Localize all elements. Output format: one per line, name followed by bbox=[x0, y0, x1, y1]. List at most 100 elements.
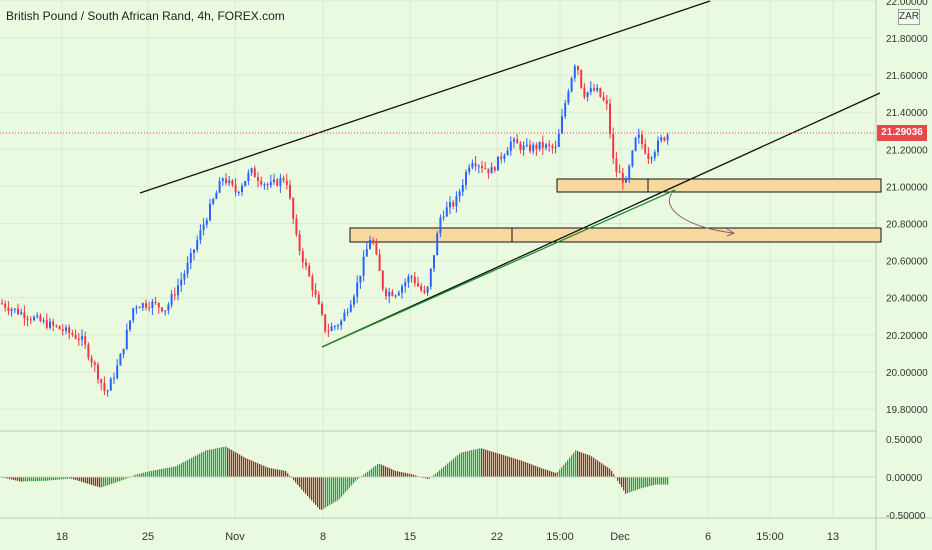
oscillator-bar bbox=[69, 477, 71, 479]
oscillator-bar bbox=[147, 471, 149, 477]
candle-body bbox=[209, 203, 211, 221]
oscillator-bar bbox=[343, 477, 345, 495]
oscillator-bar bbox=[543, 468, 545, 477]
oscillator-bar bbox=[531, 464, 533, 477]
oscillator-bar bbox=[551, 471, 553, 477]
oscillator-bar bbox=[635, 477, 637, 491]
oscillator-tick-label: -0.50000 bbox=[886, 511, 926, 522]
oscillator-bar bbox=[381, 464, 383, 477]
candle-body bbox=[458, 191, 461, 197]
oscillator-tick-label: 0.50000 bbox=[886, 435, 923, 446]
candle-body bbox=[330, 326, 333, 332]
oscillator-bar bbox=[637, 477, 639, 490]
candle-body bbox=[599, 87, 602, 97]
candle-body bbox=[301, 251, 304, 263]
candle-body bbox=[177, 285, 179, 296]
oscillator-bar bbox=[51, 477, 53, 481]
oscillator-bar bbox=[327, 477, 329, 507]
oscillator-bar bbox=[333, 477, 335, 503]
candle-body bbox=[394, 295, 397, 297]
candle-body bbox=[282, 178, 285, 181]
oscillator-bar bbox=[341, 477, 343, 497]
oscillator-bar bbox=[243, 456, 245, 477]
oscillator-bar bbox=[645, 477, 647, 488]
candle-body bbox=[602, 96, 605, 101]
support-trendline[interactable] bbox=[321, 189, 676, 348]
oscillator-bar bbox=[247, 458, 249, 477]
oscillator-bar bbox=[481, 448, 483, 477]
projection-arrow bbox=[669, 192, 734, 234]
oscillator-bar bbox=[103, 477, 105, 487]
oscillator-bar bbox=[445, 465, 447, 477]
candle-body bbox=[369, 239, 371, 250]
candle-body bbox=[260, 180, 263, 185]
candle-body bbox=[100, 379, 103, 384]
oscillator-bar bbox=[223, 446, 225, 477]
candle-body bbox=[647, 153, 650, 160]
candle-body bbox=[554, 146, 557, 148]
price-tick-label: 19.80000 bbox=[886, 405, 928, 416]
candle-body bbox=[276, 179, 279, 186]
candle-body bbox=[170, 294, 173, 305]
candle-body bbox=[71, 333, 74, 335]
oscillator-bar bbox=[375, 465, 377, 477]
oscillator-bar bbox=[469, 450, 471, 477]
oscillator-bar bbox=[41, 477, 43, 481]
oscillator-bar bbox=[301, 477, 303, 490]
oscillator-bar bbox=[365, 473, 367, 477]
oscillator-bar bbox=[529, 463, 531, 477]
oscillator-bar bbox=[609, 468, 611, 477]
oscillator-bar bbox=[255, 462, 257, 477]
oscillator-bar bbox=[425, 477, 427, 479]
candle-body bbox=[362, 256, 365, 276]
candle-body bbox=[314, 290, 317, 295]
oscillator-bar bbox=[227, 447, 229, 477]
oscillator-bar bbox=[49, 477, 51, 481]
resistance-zone-upper[interactable] bbox=[556, 178, 882, 193]
oscillator-bar bbox=[561, 467, 563, 477]
oscillator-bar bbox=[47, 477, 49, 481]
candle-body bbox=[84, 336, 87, 345]
oscillator-bar bbox=[245, 458, 247, 477]
candle-body bbox=[97, 364, 99, 380]
oscillator-bar bbox=[65, 477, 67, 479]
candle-body bbox=[503, 155, 506, 159]
oscillator-bar bbox=[269, 468, 271, 477]
oscillator-bar bbox=[493, 452, 495, 477]
oscillator-bar bbox=[159, 469, 161, 477]
oscillator-bar bbox=[23, 477, 25, 482]
oscillator-bar bbox=[519, 459, 521, 477]
oscillator-bar bbox=[357, 477, 359, 480]
time-tick-label: 15:00 bbox=[756, 531, 784, 543]
candle-body bbox=[189, 252, 192, 264]
oscillator-bar bbox=[107, 477, 109, 486]
oscillator-bar bbox=[143, 472, 145, 477]
candle-body bbox=[161, 307, 163, 312]
symbol-title[interactable]: British Pound / South African Rand, 4h, … bbox=[6, 9, 285, 23]
oscillator-bar bbox=[29, 477, 31, 482]
candle-body bbox=[33, 317, 35, 321]
oscillator-bar bbox=[217, 448, 219, 477]
rising-trendline[interactable] bbox=[321, 92, 881, 348]
oscillator-bar bbox=[605, 465, 607, 477]
support-zone-lower[interactable] bbox=[349, 227, 882, 243]
oscillator-bar bbox=[525, 462, 527, 477]
candle-body bbox=[561, 116, 563, 134]
oscillator-bar bbox=[13, 477, 15, 480]
candle-body bbox=[116, 365, 119, 378]
oscillator-bar bbox=[323, 477, 325, 509]
oscillator-bar bbox=[319, 477, 321, 510]
oscillator-bar bbox=[501, 454, 503, 477]
oscillator-bar bbox=[345, 477, 347, 492]
oscillator-bar bbox=[387, 467, 389, 477]
oscillator-bar bbox=[553, 472, 555, 477]
candle-body bbox=[538, 141, 541, 150]
candle-body bbox=[509, 141, 512, 151]
oscillator-bar bbox=[521, 460, 523, 477]
oscillator-bar bbox=[369, 470, 371, 477]
oscillator-bar bbox=[257, 463, 259, 477]
upper-trendline[interactable] bbox=[139, 0, 711, 194]
oscillator-bar bbox=[507, 456, 509, 477]
oscillator-bar bbox=[427, 477, 429, 479]
